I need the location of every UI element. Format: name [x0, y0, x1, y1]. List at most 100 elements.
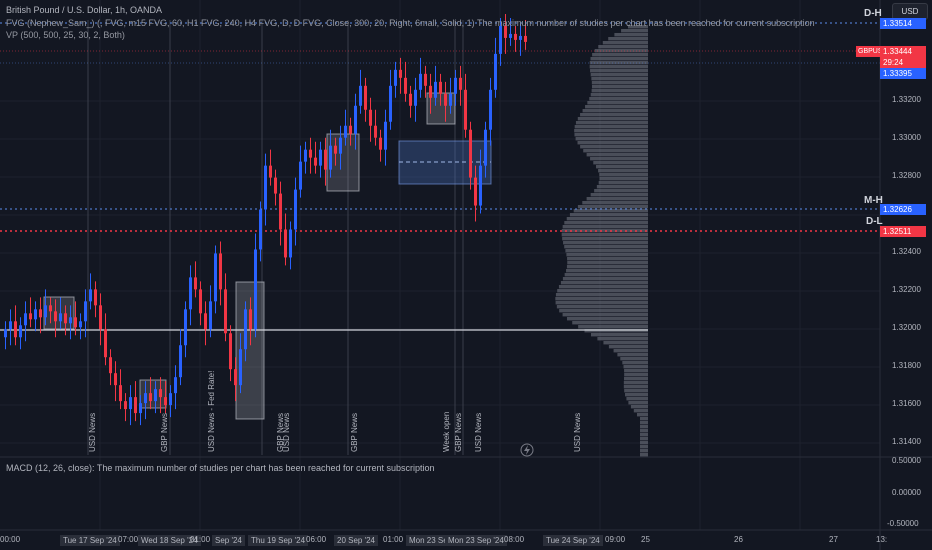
profile-bar [573, 209, 648, 213]
profile-bar [555, 301, 648, 305]
news-marker[interactable]: USD News [88, 412, 97, 452]
candle-body [54, 311, 57, 322]
vp-indicator-legend[interactable]: VP (500, 500, 25, 30, 2, Both) [6, 30, 125, 40]
profile-bar [626, 397, 648, 401]
candle-body [9, 321, 12, 330]
profile-bar [613, 349, 648, 353]
profile-bar [621, 29, 648, 33]
profile-bar [633, 409, 648, 413]
profile-bar [625, 393, 648, 397]
candle-body [184, 309, 187, 346]
profile-bar [598, 181, 648, 185]
news-marker[interactable]: GBP News [454, 413, 463, 452]
news-marker[interactable]: GBP News [350, 413, 359, 452]
time-tick: 26 [734, 535, 743, 544]
candle-body [454, 77, 457, 94]
candle-body [164, 397, 167, 406]
profile-bar [590, 57, 648, 61]
time-tick: 06:00 [306, 535, 327, 544]
time-tick: Mon 23 Sep '24 [406, 535, 468, 546]
countdown-label: 29:24 [880, 57, 926, 68]
lightning-icon[interactable] [520, 443, 534, 457]
profile-bar [596, 185, 648, 189]
profile-bar [577, 117, 648, 121]
fvg-indicator-legend[interactable]: FVG (Nephew_Sam_) (, FVG, m15 FVG, 60, H… [6, 18, 815, 28]
price-tick: 1.32400 [892, 247, 921, 256]
candle-body [344, 125, 347, 138]
price-tick: 1.31800 [892, 361, 921, 370]
candle-body [14, 321, 17, 338]
candle-body [294, 189, 297, 230]
mh-level-tag: M-H [864, 195, 883, 206]
news-marker[interactable]: USD News [282, 412, 291, 452]
candle-body [219, 253, 222, 290]
profile-bar [624, 377, 648, 381]
profile-bar [622, 361, 648, 365]
time-tick: Tue 24 Sep '24 [543, 535, 603, 546]
candle-body [199, 289, 202, 314]
fvg-zone-4 [326, 133, 360, 192]
profile-bar [593, 161, 648, 165]
news-marker[interactable]: USD News - Fed Rate! [207, 370, 216, 452]
profile-bar [592, 53, 648, 57]
candle-body [49, 305, 52, 312]
profile-bar [590, 73, 648, 77]
profile-bar [560, 281, 648, 285]
candle-body [434, 81, 437, 98]
candle-body [464, 89, 467, 130]
candle-body [304, 149, 307, 162]
profile-bar [628, 25, 648, 29]
news-marker[interactable]: Week open [442, 411, 451, 452]
candle-body [89, 289, 92, 302]
candle-body [399, 69, 402, 78]
profile-bar [624, 389, 648, 393]
candle-body [439, 81, 442, 94]
symbol-title[interactable]: British Pound / U.S. Dollar, 1h, OANDA [6, 5, 163, 15]
candle-body [69, 317, 72, 324]
profile-bar [574, 125, 648, 129]
profile-bar [623, 365, 648, 369]
time-tick: 13: [876, 535, 888, 544]
profile-bar [591, 333, 648, 337]
profile-bar [589, 97, 648, 101]
profile-bar [640, 453, 648, 457]
profile-bar [640, 441, 648, 445]
profile-bar [562, 277, 648, 281]
profile-bar [578, 325, 648, 329]
profile-bar [640, 449, 648, 453]
fvg-zone-2 [139, 379, 167, 409]
candle-body [319, 149, 322, 166]
candle-body [84, 301, 87, 322]
profile-bar [564, 245, 648, 249]
news-marker[interactable]: USD News [474, 412, 483, 452]
price-tick: 1.32800 [892, 171, 921, 180]
candle-body [444, 93, 447, 106]
candle-body [509, 33, 512, 38]
profile-bar [567, 261, 648, 265]
dl-level-tag: D-L [866, 216, 883, 227]
price-tick: 1.33000 [892, 133, 921, 142]
candle-body [144, 393, 147, 404]
candle-body [354, 105, 357, 134]
candle-body [359, 85, 362, 106]
candle-body [474, 177, 477, 206]
candle-body [254, 249, 257, 330]
news-marker[interactable]: USD News [573, 412, 582, 452]
profile-bar [561, 233, 648, 237]
candle-body [129, 397, 132, 410]
candle-body [379, 137, 382, 150]
profile-bar [564, 221, 648, 225]
time-tick: Thu 19 Sep '24 [248, 535, 309, 546]
candle-body [299, 161, 302, 190]
profile-bar [623, 381, 648, 385]
time-tick: 01:00 [383, 535, 404, 544]
candle-body [214, 253, 217, 302]
candle-body [114, 373, 117, 386]
profile-bar [590, 69, 648, 73]
macd-legend[interactable]: MACD (12, 26, close): The maximum number… [6, 463, 435, 473]
dh-level-tag: D-H [864, 8, 882, 19]
candle-body [159, 389, 162, 398]
profile-bar [608, 37, 648, 41]
news-marker[interactable]: GBP News [160, 413, 169, 452]
